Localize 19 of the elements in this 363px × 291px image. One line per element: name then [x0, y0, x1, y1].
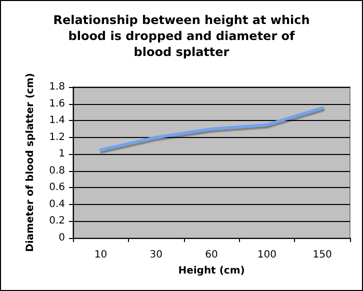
- y-tick-label: 1.2: [49, 132, 65, 143]
- x-tick-label: 100: [257, 250, 276, 260]
- y-axis-title: Diameter of blood splatter (cm): [25, 73, 36, 252]
- y-tick-label: 1.6: [49, 98, 65, 110]
- x-tick-label: 60: [205, 250, 218, 260]
- x-axis-title: Height (cm): [178, 266, 245, 276]
- x-tick-label: 30: [150, 250, 162, 260]
- y-tick-label: 0.2: [49, 216, 65, 227]
- y-tick-label: 1.8: [49, 82, 65, 92]
- y-tick-label: 0.8: [49, 165, 65, 176]
- y-tick-label: 1: [58, 148, 65, 160]
- y-tick-label: 0.6: [49, 182, 65, 194]
- chart-title: Relationship between height at which blood is dropped and diameter of blood splatter: [53, 13, 310, 59]
- line-series: [99, 106, 324, 152]
- x-tick-label: 10: [94, 250, 108, 260]
- x-tick-label: 150: [312, 250, 332, 260]
- y-tick-label: 0.4: [49, 198, 65, 210]
- y-tick-label: 1.4: [49, 115, 65, 126]
- y-tick-label: 0: [58, 232, 65, 244]
